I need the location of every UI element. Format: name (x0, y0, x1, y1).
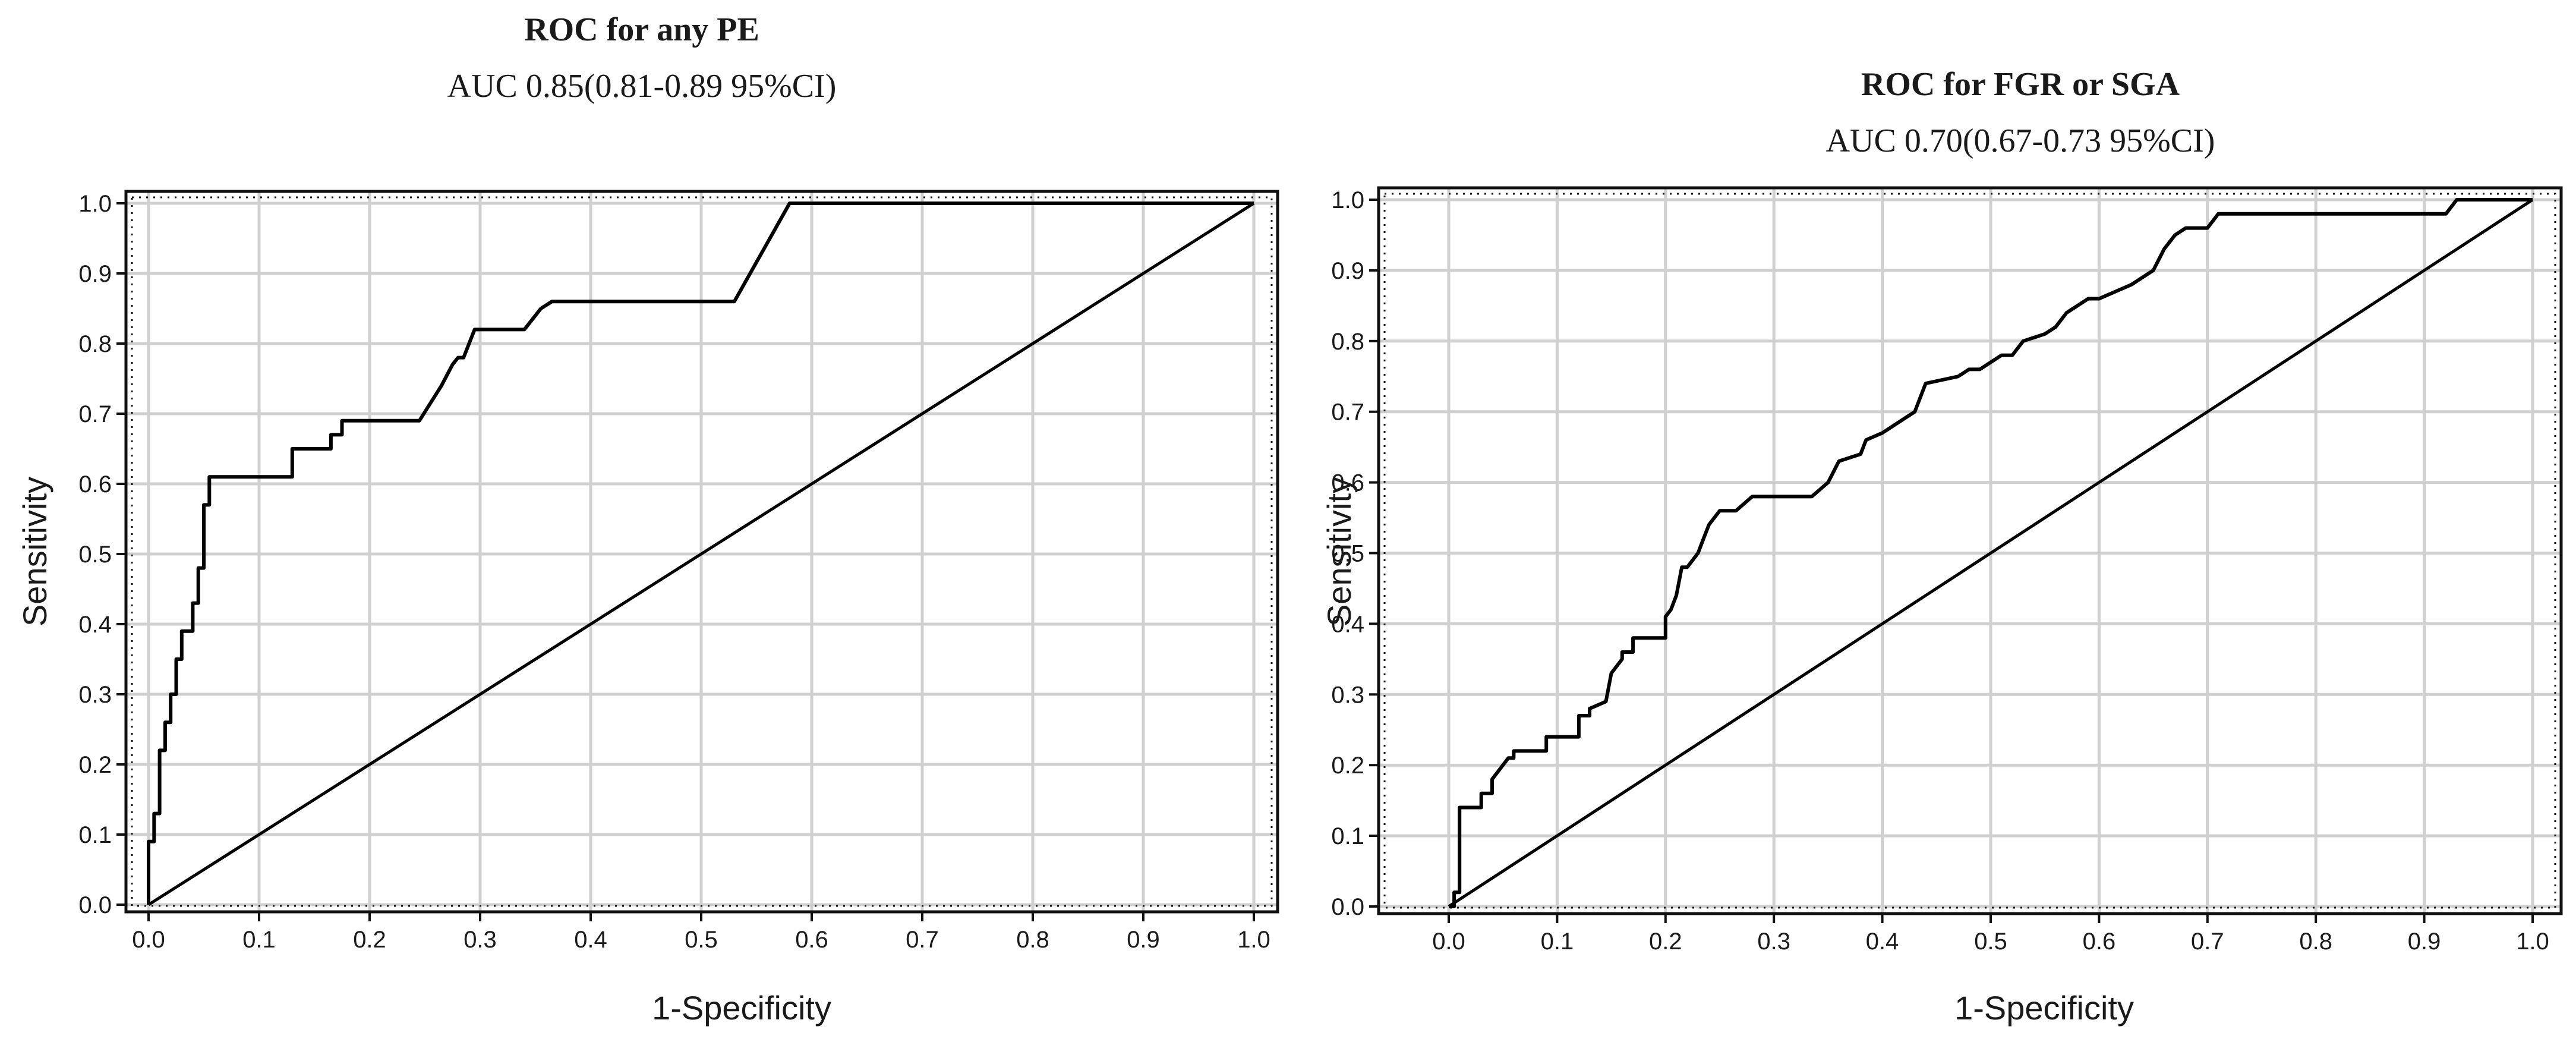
right-x-tick-label: 0.5 (1974, 928, 2007, 955)
left-roc-curve (147, 202, 1254, 905)
right-x-tick-label: 0.8 (2299, 928, 2332, 955)
left-plot-inner-frame (131, 196, 1273, 907)
right-roc-chart: ROC for FGR or SGA AUC 0.70(0.67-0.73 95… (1320, 66, 2563, 1027)
right-y-tick-label: 0.1 (1331, 823, 1364, 849)
right-chart-subtitle: AUC 0.70(0.67-0.73 95%CI) (1826, 122, 2215, 159)
left-y-axis-label: Sensitivity (16, 477, 53, 627)
right-x-tick-label: 0.2 (1649, 928, 1682, 955)
left-y-tick-label: 0.5 (78, 542, 112, 568)
left-chart-title: ROC for any PE (524, 11, 759, 48)
left-x-tick-label: 0.9 (1127, 927, 1160, 953)
right-plot-frame (1377, 186, 2563, 915)
left-y-tick-label: 0.3 (78, 682, 112, 708)
left-x-tick-label: 0.8 (1016, 927, 1049, 953)
right-x-axis-label: 1-Specificity (1954, 989, 2134, 1027)
left-x-tick-label: 0.5 (685, 927, 718, 953)
left-y-tick-label: 0.4 (78, 612, 112, 638)
right-x-tick-label: 0.7 (2191, 928, 2224, 955)
left-y-tick-label: 0.9 (78, 261, 112, 287)
right-ticks: 0.0 0.1 0.2 0.3 0.4 0.5 0.6 0.7 0.8 0.9 1.0 0.0 0.1 0… (1331, 187, 2549, 955)
right-reference-diagonal (1448, 198, 2534, 908)
right-y-tick-label: 0.0 (1331, 894, 1364, 920)
right-y-tick-label: 0.5 (1331, 541, 1364, 567)
left-chart-subtitle: AUC 0.85(0.81-0.89 95%CI) (447, 68, 837, 105)
left-x-axis-label: 1-Specificity (652, 989, 831, 1027)
right-x-tick-label: 0.1 (1541, 928, 1574, 955)
right-y-tick-label: 1.0 (1331, 187, 1364, 213)
right-roc-curve (1449, 198, 2533, 908)
right-y-tick-label: 0.3 (1331, 682, 1364, 708)
left-x-tick-label: 0.0 (132, 927, 165, 953)
left-x-tick-label: 0.2 (353, 927, 386, 953)
left-roc-chart: ROC for any PE AUC 0.85(0.81-0.89 95%CI)… (16, 11, 1279, 1027)
left-reference-diagonal (147, 202, 1255, 906)
left-y-tick-label: 0.8 (78, 331, 112, 357)
right-plot-inner-frame (1383, 193, 2556, 909)
left-y-tick-label: 0.6 (78, 471, 112, 498)
right-y-tick-label: 0.6 (1331, 470, 1364, 496)
right-x-tick-label: 0.9 (2408, 928, 2441, 955)
right-y-tick-label: 0.2 (1331, 753, 1364, 779)
right-x-tick-label: 0.3 (1757, 928, 1790, 955)
left-ticks: 0.0 0.1 0.2 0.3 0.4 0.5 0.6 0.7 0.8 0.9 1.0 0.0 0.1 0… (78, 191, 1270, 953)
left-grid (126, 191, 1278, 912)
right-x-tick-label: 0.6 (2083, 928, 2116, 955)
right-y-tick-label: 0.7 (1331, 399, 1364, 426)
right-y-axis-label: Sensitivity (1320, 477, 1358, 627)
right-x-tick-label: 0.0 (1432, 928, 1465, 955)
right-y-tick-label: 0.8 (1331, 329, 1364, 355)
right-y-tick-label: 0.4 (1331, 611, 1364, 637)
right-y-tick-label: 0.9 (1331, 258, 1364, 284)
left-x-tick-label: 1.0 (1237, 927, 1270, 953)
left-y-tick-label: 0.0 (78, 892, 112, 918)
left-x-tick-label: 0.3 (464, 927, 497, 953)
right-chart-title: ROC for FGR or SGA (1861, 66, 2180, 103)
right-x-tick-label: 1.0 (2516, 928, 2549, 955)
left-y-tick-label: 0.7 (78, 401, 112, 427)
left-y-tick-label: 0.1 (78, 822, 112, 848)
left-x-tick-label: 0.1 (242, 927, 276, 953)
right-grid (1379, 188, 2561, 914)
left-x-tick-label: 0.7 (906, 927, 939, 953)
left-y-tick-label: 1.0 (78, 191, 112, 217)
left-x-tick-label: 0.4 (574, 927, 607, 953)
left-x-tick-label: 0.6 (795, 927, 828, 953)
left-y-tick-label: 0.2 (78, 752, 112, 778)
right-x-tick-label: 0.4 (1866, 928, 1899, 955)
